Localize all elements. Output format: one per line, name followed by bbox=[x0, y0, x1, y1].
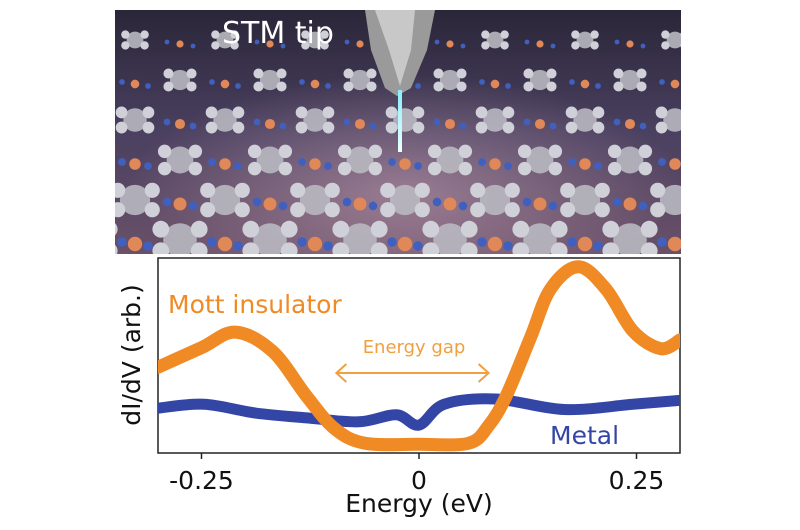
series-line-mott-insulator bbox=[158, 260, 680, 452]
x-tick-label: 0 bbox=[411, 466, 427, 495]
x-tick-label: 0.25 bbox=[609, 466, 665, 495]
stm-tip-icon bbox=[365, 10, 435, 152]
x-axis-label: Energy (eV) bbox=[345, 489, 492, 518]
series-line-metal bbox=[158, 393, 680, 431]
molecule-lattice bbox=[115, 30, 681, 254]
stm-tip-label: STM tip bbox=[222, 16, 334, 51]
energy-gap-arrow bbox=[334, 363, 491, 383]
energy-gap-label: Energy gap bbox=[363, 337, 466, 358]
x-tick-label: -0.25 bbox=[169, 466, 234, 495]
y-axis-label: dI/dV (arb.) bbox=[117, 284, 146, 426]
legend-mott-insulator: Mott insulator bbox=[168, 290, 342, 319]
legend-metal: Metal bbox=[550, 421, 619, 450]
stm-render-image bbox=[115, 10, 681, 254]
